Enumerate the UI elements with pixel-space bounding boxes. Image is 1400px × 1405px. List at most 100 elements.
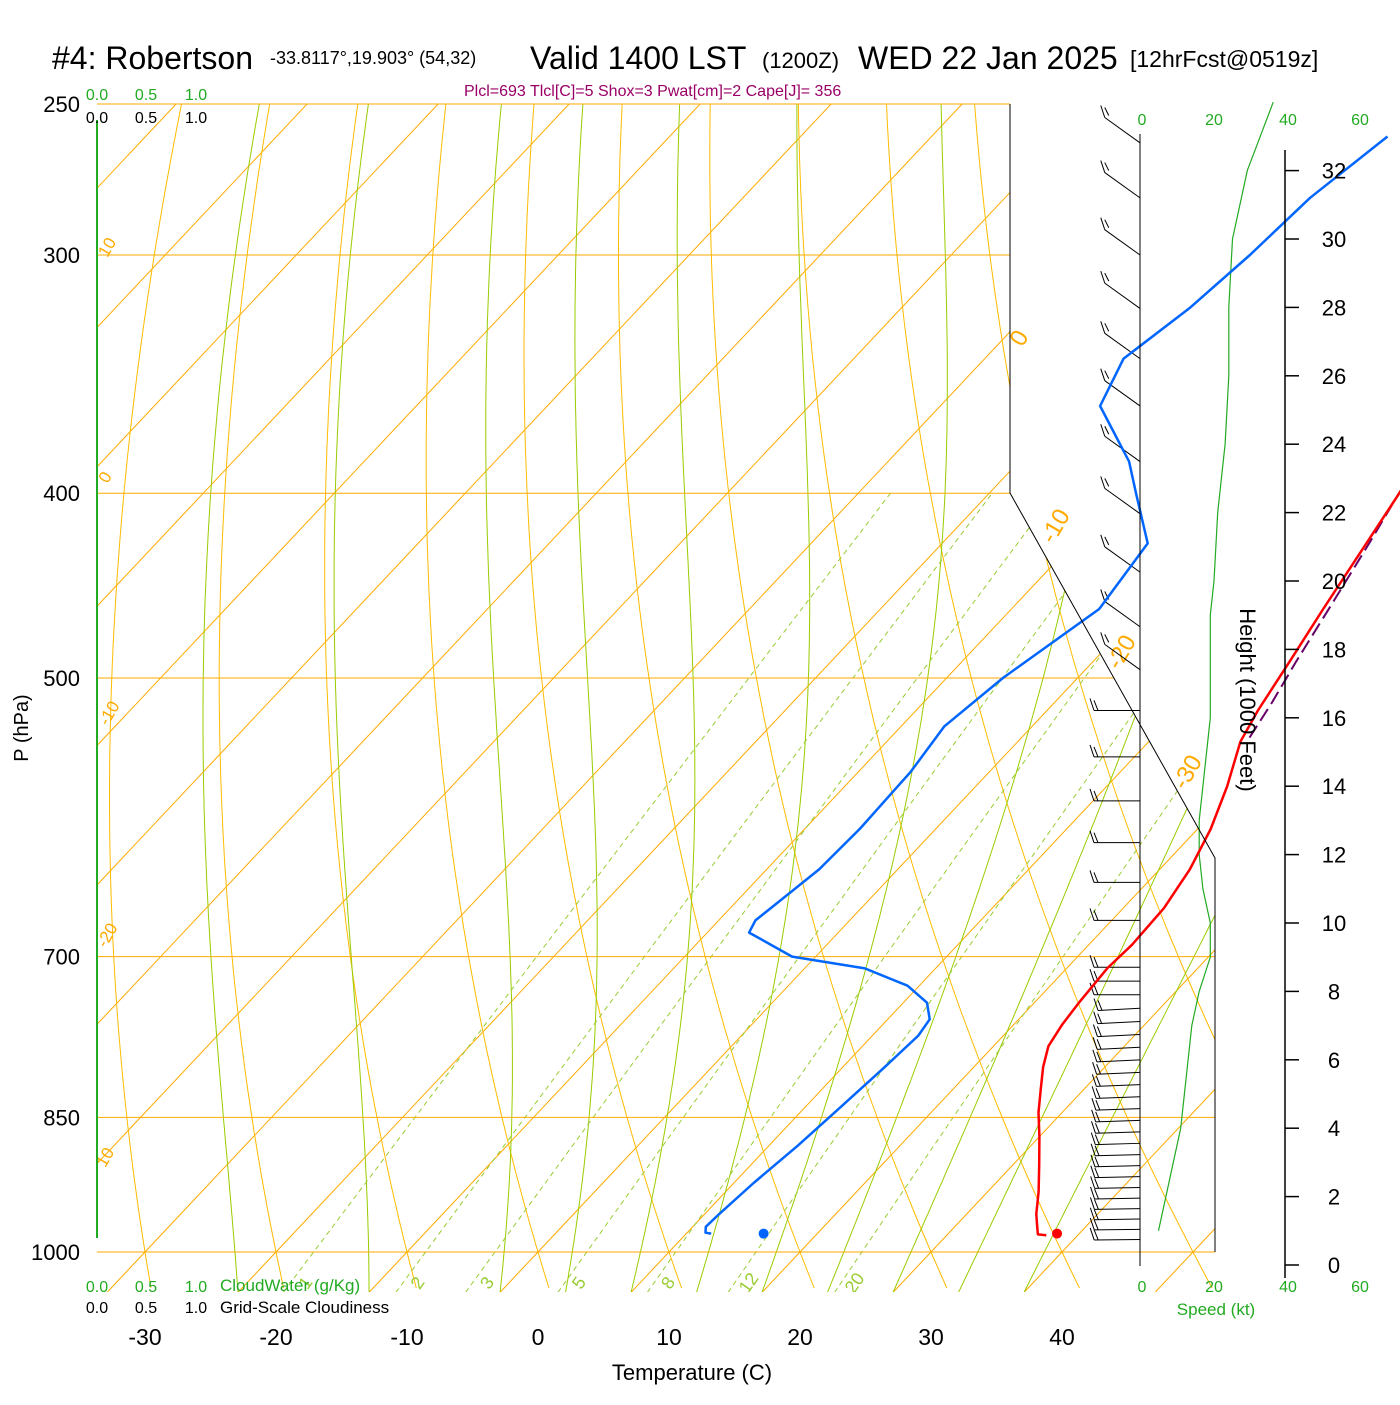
wind-barb-flag — [1105, 478, 1109, 486]
wind-barb-staff — [1098, 1021, 1140, 1023]
surface-temperature-marker — [1052, 1229, 1062, 1239]
wind-barb-staff — [1097, 1072, 1140, 1074]
dry-adiabat-line — [219, 104, 283, 1288]
dry-adiabat-line — [710, 104, 947, 1288]
cloudiness-tick-top: 1.0 — [185, 110, 207, 127]
wind-barb-flag — [1091, 1133, 1095, 1145]
height-tick-label: 8 — [1328, 979, 1340, 1004]
isotherm-line — [0, 1252, 14, 1292]
wind-barb-staff — [1098, 1008, 1140, 1010]
wind-barb-flag — [1101, 218, 1105, 230]
wind-barb-flag — [1101, 369, 1105, 381]
moist-adiabat-line — [959, 104, 1400, 1292]
height-tick-label: 18 — [1322, 637, 1346, 662]
dry-adiabat-line — [524, 104, 682, 1288]
wind-barb-flag — [1101, 535, 1105, 547]
isotherm-label: -10 — [95, 698, 124, 729]
mixing-ratio-line — [396, 493, 992, 1292]
wind-barb-flag — [1098, 1000, 1102, 1010]
height-tick-label: 2 — [1328, 1185, 1340, 1210]
height-tick-label: 22 — [1322, 501, 1346, 526]
isotherm-line — [369, 1252, 407, 1292]
isotherm-line — [1024, 1252, 1062, 1292]
wind-barb-flag — [1096, 1076, 1100, 1086]
moist-adiabat-line — [486, 104, 513, 1292]
wind-barb-flag — [1095, 1178, 1099, 1188]
mixing-ratio-line — [728, 493, 1290, 1292]
cloud-panel: 0.00.00.50.51.01.00.00.00.50.51.01.0Clou… — [86, 87, 389, 1317]
cloudwater-tick-bottom: 0.5 — [135, 1279, 157, 1296]
wind-barb-flag — [1096, 1088, 1100, 1098]
wind-barb-flag — [1091, 1121, 1095, 1133]
station-title: #4: Robertson — [52, 40, 253, 77]
wind-barb-staff — [1095, 1132, 1140, 1133]
wind-barb-staff — [1096, 1109, 1140, 1111]
wind-barb-flag — [1101, 589, 1105, 601]
wind-barb-flag — [1093, 1037, 1097, 1049]
wind-barb-flag — [1090, 745, 1094, 757]
pressure-tick-label: 250 — [43, 92, 80, 117]
dry-adiabat-line — [1063, 104, 1400, 1288]
wind-barb-flag — [1101, 271, 1105, 283]
wind-barb-staff — [1094, 1229, 1140, 1230]
wind-barb-flag — [1093, 1025, 1097, 1037]
wind-barb-flag — [1101, 632, 1105, 644]
mixing-ratio-label: 8 — [657, 1273, 679, 1293]
cloudiness-tick-bottom: 1.0 — [185, 1300, 207, 1317]
wind-barb-flag — [1096, 1100, 1100, 1110]
mixing-ratio-label: 2 — [407, 1273, 429, 1293]
wind-barb-flag — [1090, 870, 1094, 882]
wind-barb-staff — [1095, 1155, 1140, 1156]
wind-barb-flag — [1105, 323, 1109, 331]
wind-barb-staff — [1095, 1143, 1140, 1144]
wind-barb-flag — [1092, 1086, 1096, 1098]
dry-adiabat-line — [619, 104, 815, 1288]
wind-barb-staff — [1105, 333, 1140, 358]
wind-barb-staff — [1097, 1060, 1140, 1062]
y-axis-label: P (hPa) — [11, 694, 33, 761]
utc-time: (1200Z) — [762, 48, 839, 74]
wind-barb-flag — [1091, 1144, 1095, 1156]
wind-barb-flag — [1094, 1199, 1098, 1209]
wind-barb-flag — [1090, 698, 1094, 710]
cloudwater-tick-top: 0.5 — [135, 87, 157, 104]
height-tick-label: 32 — [1322, 159, 1346, 184]
wind-barb-flag — [1097, 1039, 1101, 1049]
dry-adiabat-line — [110, 104, 182, 1288]
temperature-tick-label: 10 — [656, 1324, 682, 1350]
forecast-run: [12hrFcst@0519z] — [1130, 46, 1318, 73]
temperature-tick-label: -10 — [390, 1324, 423, 1350]
speed-tick-top: 0 — [1138, 112, 1147, 129]
mixing-ratio-line — [558, 493, 1138, 1292]
wind-barb-flag — [1094, 1230, 1098, 1240]
isotherm-label: -20 — [1101, 630, 1142, 674]
wind-barb-flag — [1105, 108, 1109, 116]
isotherm-label: 0 — [1004, 326, 1034, 351]
cloudwater-tick-bottom: 0.0 — [86, 1279, 108, 1296]
height-tick-label: 0 — [1328, 1253, 1340, 1278]
speed-tick-bottom: 60 — [1351, 1279, 1369, 1296]
isotherm-label: 10 — [94, 234, 120, 260]
x-axis-label: Temperature (C) — [612, 1360, 772, 1385]
height-tick-label: 16 — [1322, 706, 1346, 731]
pressure-tick-label: 700 — [43, 945, 80, 970]
wind-barb-flag — [1090, 1208, 1094, 1220]
pressure-tick-label: 300 — [43, 243, 80, 268]
surface-dewpoint-marker — [759, 1229, 769, 1239]
wind-barb-flag — [1094, 747, 1098, 757]
speed-tick-top: 40 — [1279, 112, 1297, 129]
wind-barb-flag — [1105, 163, 1109, 171]
wind-barb-staff — [1096, 1120, 1140, 1121]
isotherm-line — [1155, 1252, 1193, 1292]
wind-barb-flag — [1101, 321, 1105, 333]
wind-barb-flag — [1101, 476, 1105, 488]
isotherm-line — [0, 104, 45, 1252]
wind-barb-flag — [1105, 634, 1109, 642]
wind-barb-flag — [1090, 789, 1094, 801]
temperature-tick-label: -20 — [259, 1324, 292, 1350]
wind-barb-flag — [1090, 1197, 1094, 1209]
isotherm-label: -10 — [1035, 504, 1076, 548]
forecast-date: WED 22 Jan 2025 — [858, 40, 1118, 77]
dry-adiabat-line — [1327, 104, 1400, 1288]
